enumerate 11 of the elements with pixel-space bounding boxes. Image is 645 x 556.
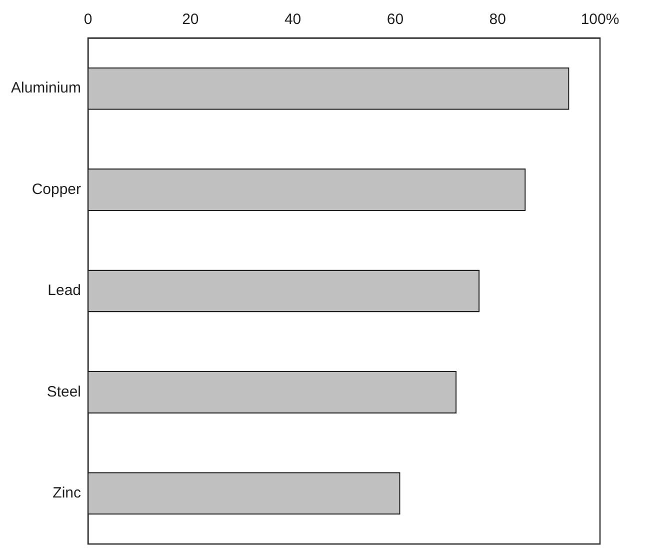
y-tick-label: Zinc [52, 484, 82, 502]
y-tick-label: Steel [46, 383, 82, 400]
x-tick-label: 40 [284, 11, 302, 28]
x-tick-label: 80 [489, 11, 506, 28]
y-tick-label: Lead [48, 282, 82, 300]
y-tick-label: Aluminium [10, 80, 82, 97]
x-tick-label: 60 [386, 11, 404, 28]
x-tick-label: 0 [84, 11, 92, 28]
x-tick-label: 20 [182, 11, 199, 28]
y-tick-label: Copper [32, 180, 82, 198]
x-tick-label: 100% [580, 11, 620, 28]
